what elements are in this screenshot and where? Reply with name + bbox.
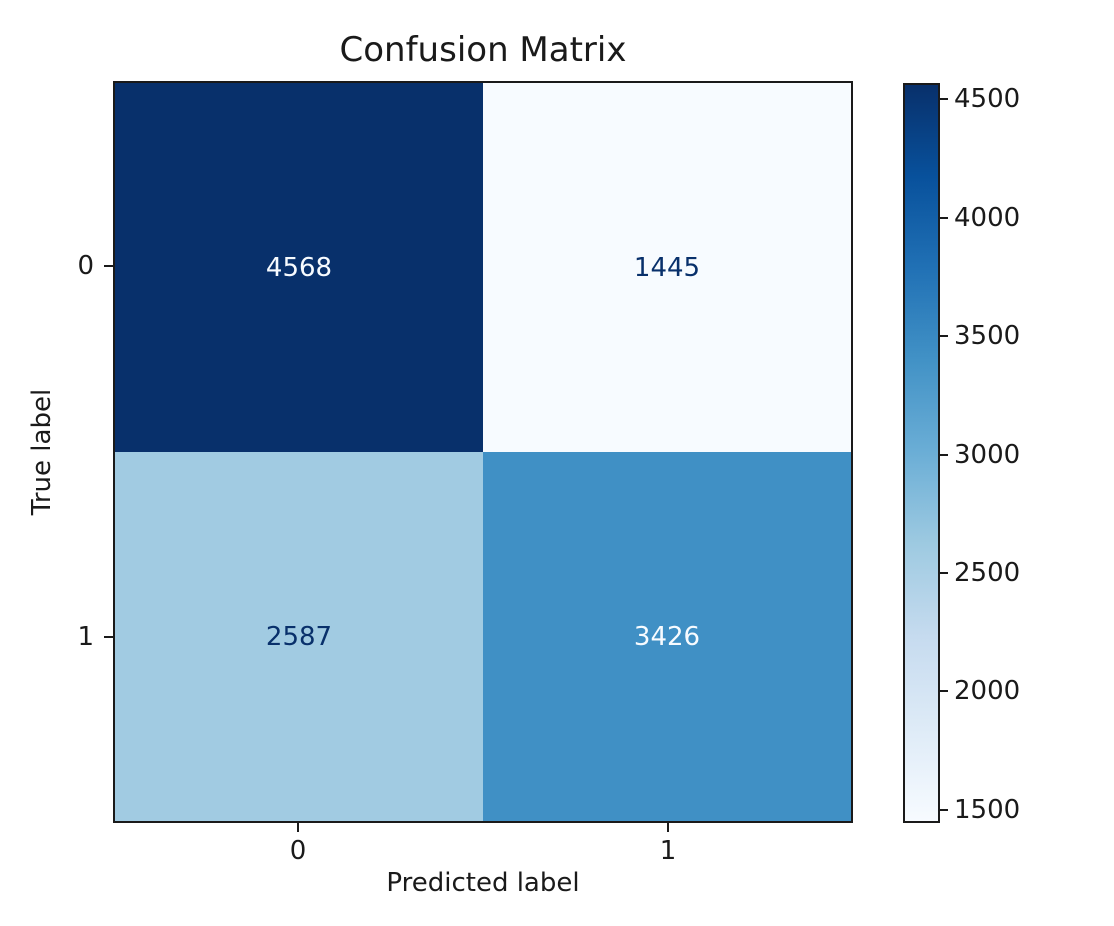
colorbar-gradient <box>903 83 940 823</box>
cell-true1-pred1: 3426 <box>483 452 851 821</box>
x-tick-mark <box>297 823 299 832</box>
cell-value: 4568 <box>265 252 333 283</box>
y-tick-mark <box>104 265 113 267</box>
colorbar-tick-label: 3500 <box>954 321 1021 351</box>
colorbar-tick-label: 4500 <box>954 84 1021 114</box>
colorbar-tick-mark <box>940 809 948 811</box>
colorbar-tick-mark <box>940 454 948 456</box>
x-axis-label: Predicted label <box>386 868 580 898</box>
colorbar-tick-mark <box>940 335 948 337</box>
confusion-matrix-grid: 4568 1445 2587 3426 <box>113 81 853 823</box>
colorbar-tick-mark <box>940 217 948 219</box>
y-tick-label-0: 0 <box>77 251 94 281</box>
x-tick-label-1: 1 <box>659 836 677 866</box>
cell-value: 2587 <box>265 621 333 652</box>
cell-value: 1445 <box>633 252 701 283</box>
colorbar-tick-mark <box>940 690 948 692</box>
y-axis-label: True label <box>27 388 57 516</box>
x-tick-label-0: 0 <box>289 836 307 866</box>
colorbar-tick-label: 2500 <box>954 558 1021 588</box>
colorbar-tick-label: 2000 <box>954 676 1021 706</box>
y-tick-mark <box>104 636 113 638</box>
cell-true1-pred0: 2587 <box>115 452 483 821</box>
cell-true0-pred1: 1445 <box>483 83 851 452</box>
x-tick-mark <box>667 823 669 832</box>
cell-value: 3426 <box>633 621 701 652</box>
colorbar-tick-label: 3000 <box>954 440 1021 470</box>
colorbar-tick-label: 4000 <box>954 203 1021 233</box>
chart-title: Confusion Matrix <box>339 30 627 70</box>
colorbar-tick-mark <box>940 98 948 100</box>
cell-true0-pred0: 4568 <box>115 83 483 452</box>
colorbar-tick-label: 1500 <box>954 795 1021 825</box>
colorbar-tick-mark <box>940 572 948 574</box>
y-tick-label-1: 1 <box>77 622 94 652</box>
